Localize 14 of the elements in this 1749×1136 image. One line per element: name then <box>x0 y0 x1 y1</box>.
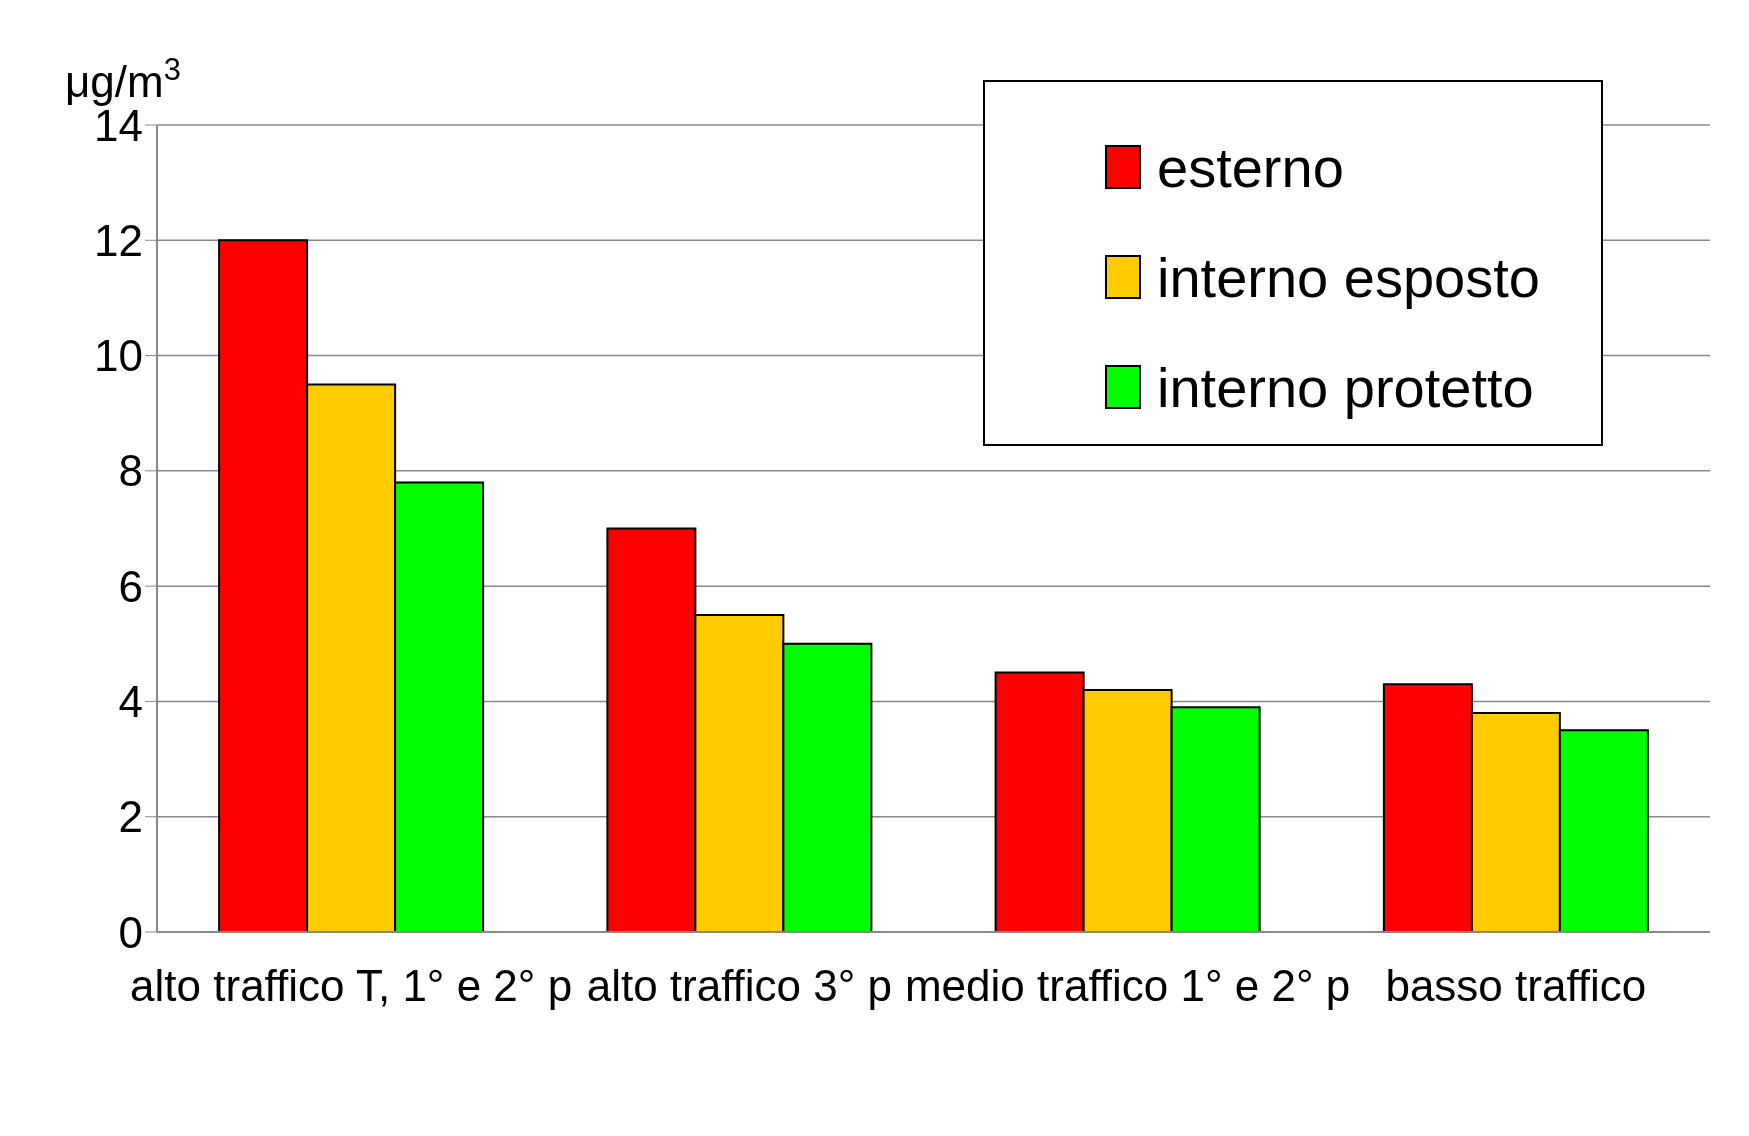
x-tick-label: basso traffico <box>1385 961 1647 1011</box>
x-tick-label: medio traffico 1° e 2° p <box>904 961 1351 1011</box>
legend-label: interno protetto <box>1157 354 1534 420</box>
legend-label: interno esposto <box>1157 244 1540 310</box>
y-tick-label: 6 <box>118 561 143 611</box>
y-tick-label: 10 <box>94 331 143 381</box>
x-tick-label: alto traffico 3° p <box>586 961 893 1011</box>
legend-label: esterno <box>1157 134 1344 200</box>
y-tick-label: 0 <box>118 907 143 957</box>
y-tick-label: 8 <box>118 446 143 496</box>
y-tick-label: 12 <box>94 215 143 265</box>
y-tick-label: 2 <box>118 792 143 842</box>
y-tick-label: 4 <box>118 677 143 727</box>
x-tick-label: alto traffico T, 1° e 2° p <box>130 961 573 1011</box>
